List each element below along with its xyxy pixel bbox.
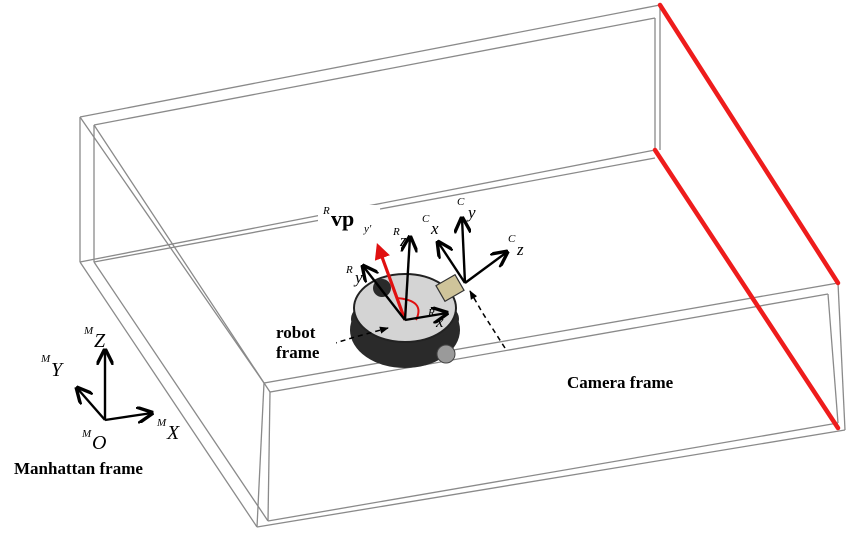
robot-y-axis [363,266,406,321]
robot-x-axis [404,313,447,320]
robot-x-sup: R [427,307,435,319]
robot-x-label: x [435,312,444,331]
robot-y-label: y [353,268,363,287]
box-floor-left [79,261,258,528]
vp-label-pad [318,205,380,231]
manhattan-x-label: X [166,422,180,444]
box-edge-frontright-inner [827,293,839,424]
camera-frame-leader [469,290,506,349]
box-floor-front-inner [267,422,839,522]
camera-y-axis [462,218,465,284]
camera-x-label: x [430,219,439,238]
robot-frame-caption-line2: frame [276,343,320,362]
camera-x-sup: C [422,213,430,225]
manhattan-frame-caption: Manhattan frame [14,459,143,478]
camera-icon [435,273,465,303]
manhattan-z-sup: M [83,325,94,337]
robot-label-pad [266,322,336,364]
manhattan-y-sup: M [40,353,51,365]
camera-z-axis [464,252,507,284]
robot-y-sup: R [345,264,353,276]
robot-z-sup: R [392,226,400,238]
robot-frame-caption-line1: robot [276,323,316,342]
camera-x-axis [438,242,467,284]
box-edge-frontright [837,282,846,431]
robot-z-label: z [399,231,407,250]
camera-z-label: z [516,240,524,259]
box-edge-front [256,382,265,528]
box-floor-front [256,429,846,528]
robot [350,273,465,368]
box-top-inner-front [93,124,829,393]
manhattan-z-label: Z [94,330,106,352]
robot-z-axis [405,237,410,321]
camera-y-sup: C [457,196,465,208]
manhattan-origin-sup: M [81,428,92,440]
box-edge-front-inner [267,391,271,522]
camera-z-sup: C [508,233,516,245]
box-floor-left-inner [93,261,269,522]
vp-pre-superscript: R [322,205,330,217]
manhattan-origin-label: O [92,432,106,454]
red-edge-top [657,2,841,286]
box-top-inner-back [93,17,656,126]
vp-label: vp [331,206,354,231]
camera-y-label: y [466,203,476,222]
camera-frame-caption: Camera frame [567,373,674,392]
robot-frame-leader [331,326,389,345]
manhattan-y-axis [77,388,106,421]
vp-direction-arrow [374,242,407,321]
manhattan-y-label: Y [51,359,64,381]
robot-wheel [436,344,456,364]
manhattan-x-sup: M [156,417,167,429]
manhattan-x-axis [104,413,152,420]
red-edge-bottom [652,147,841,431]
vp-subscript: y' [363,223,372,235]
